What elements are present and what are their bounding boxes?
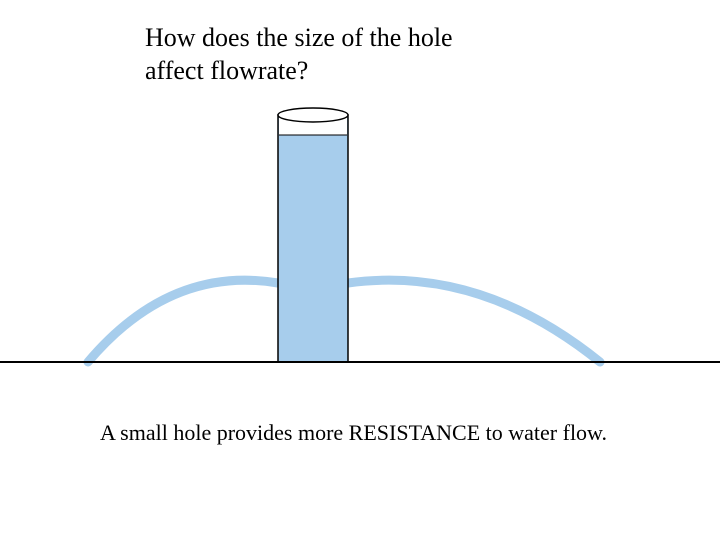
cylinder-top-rim: [278, 108, 348, 122]
slide-stage: How does the size of the hole affect flo…: [0, 0, 720, 540]
water-stream-right: [348, 280, 600, 362]
water-stream-left: [88, 280, 278, 362]
cylinder-body: [278, 115, 348, 362]
slide-caption: A small hole provides more RESISTANCE to…: [100, 420, 607, 446]
flowrate-diagram: [0, 0, 720, 540]
